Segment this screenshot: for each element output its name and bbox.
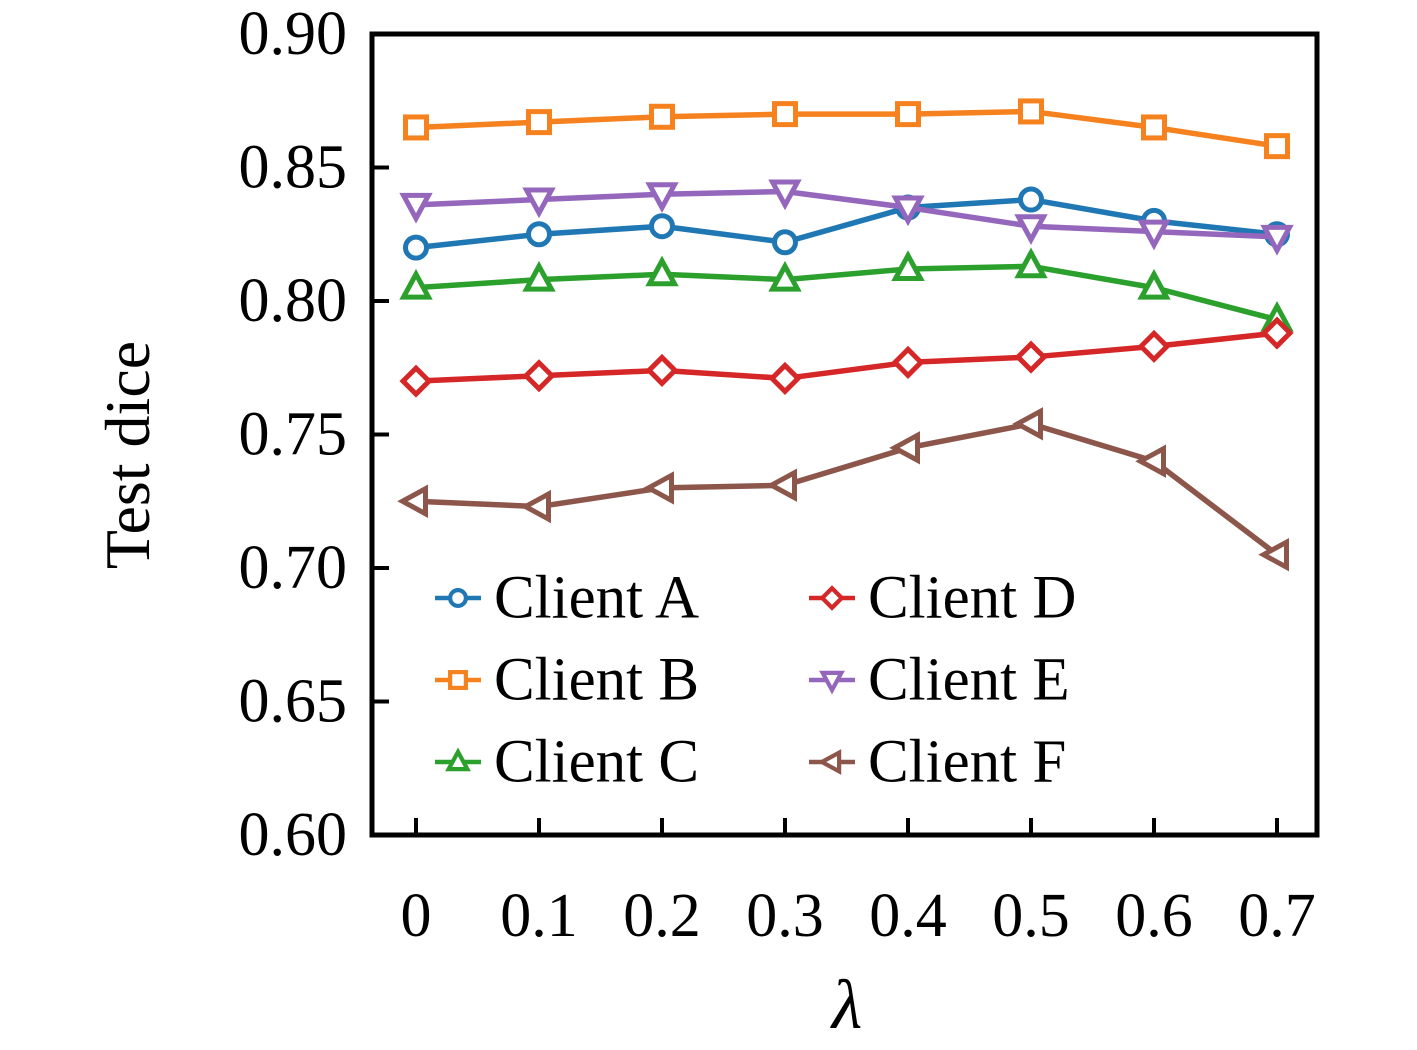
marker-client-e-5	[1014, 214, 1048, 245]
marker-client-a-0	[403, 234, 429, 261]
marker-client-b-6	[1141, 114, 1167, 141]
x-tick-label-0.4: 0.4	[869, 882, 947, 950]
legend-marker-client-f	[817, 749, 842, 775]
marker-client-d-3	[768, 361, 802, 395]
x-tick-label-0.7: 0.7	[1238, 882, 1316, 950]
legend-label-client-a: Client A	[494, 565, 699, 632]
legend-label-client-d: Client D	[868, 565, 1076, 632]
x-tick-label-0.2: 0.2	[623, 882, 701, 950]
marker-client-e-2	[645, 182, 679, 213]
marker-client-e-7	[1260, 224, 1294, 256]
y-tick-label-0.60: 0.60	[239, 801, 348, 869]
marker-client-f-4	[889, 431, 920, 465]
y-tick-label-0.75: 0.75	[239, 401, 348, 469]
marker-client-b-0	[403, 114, 429, 141]
legend-label-client-c: Client C	[494, 729, 699, 796]
marker-client-d-5	[1014, 340, 1048, 374]
series-line-client-b	[415, 108, 1278, 149]
marker-client-e-6	[1137, 219, 1171, 251]
legend-marker-client-c	[445, 747, 471, 772]
marker-client-c-1	[522, 260, 556, 292]
y-axis-title: Test dice	[92, 340, 163, 570]
legend-label-client-f: Client F	[868, 729, 1066, 796]
x-tick-label-0.6: 0.6	[1115, 882, 1193, 950]
marker-client-a-3	[772, 229, 798, 256]
x-tick-label-0.5: 0.5	[992, 882, 1070, 950]
marker-client-b-5	[1018, 98, 1044, 125]
x-tick-label-0.3: 0.3	[746, 882, 824, 950]
marker-client-f-5	[1012, 407, 1043, 441]
marker-client-b-2	[649, 103, 675, 130]
marker-client-e-4	[891, 195, 925, 227]
marker-client-d-4	[891, 345, 925, 379]
series-line-client-f	[415, 421, 1279, 557]
series-line-client-d	[415, 330, 1278, 384]
marker-client-b-7	[1264, 133, 1290, 160]
marker-client-e-0	[399, 192, 433, 224]
y-tick-label-0.85: 0.85	[239, 134, 348, 202]
marker-client-c-6	[1137, 268, 1171, 300]
marker-client-e-3	[768, 179, 802, 211]
legend-marker-client-e	[819, 670, 845, 695]
legend-label-client-b: Client B	[494, 647, 699, 714]
marker-client-c-4	[891, 250, 925, 281]
marker-client-f-1	[520, 489, 551, 524]
marker-client-f-3	[766, 468, 797, 502]
series-line-client-c	[415, 263, 1278, 323]
y-tick-label-0.65: 0.65	[239, 668, 348, 736]
marker-client-c-3	[768, 260, 802, 292]
marker-client-d-1	[522, 359, 556, 393]
y-tick-label-0.70: 0.70	[239, 534, 348, 602]
marker-client-d-0	[399, 364, 433, 398]
legend-marker-client-b	[448, 670, 468, 690]
x-tick-label-0.1: 0.1	[500, 882, 578, 950]
legend-label-client-e: Client E	[868, 647, 1070, 714]
series-line-client-e	[415, 188, 1278, 240]
marker-client-a-1	[526, 221, 552, 248]
marker-client-c-0	[399, 268, 433, 300]
marker-client-f-0	[397, 484, 428, 518]
x-axis-title: λ	[831, 967, 863, 1044]
marker-client-d-2	[645, 353, 679, 387]
marker-client-e-1	[522, 187, 556, 219]
marker-client-d-7	[1260, 316, 1294, 350]
marker-client-f-6	[1135, 444, 1166, 478]
marker-client-d-6	[1137, 329, 1171, 363]
y-tick-label-0.90: 0.90	[239, 0, 348, 68]
marker-client-b-1	[526, 109, 552, 136]
legend-marker-client-d	[819, 585, 845, 611]
y-tick-label-0.80: 0.80	[239, 267, 348, 335]
x-tick-label-0: 0	[401, 882, 432, 950]
marker-client-f-2	[643, 471, 674, 505]
marker-client-c-5	[1014, 247, 1048, 279]
marker-client-a-2	[649, 213, 675, 240]
legend-marker-client-a	[448, 588, 468, 608]
marker-client-b-3	[772, 101, 798, 128]
marker-client-a-5	[1018, 186, 1044, 213]
plot-frame	[369, 31, 1320, 838]
series-line-client-a	[415, 196, 1278, 251]
marker-client-c-2	[645, 255, 679, 287]
marker-client-b-4	[895, 101, 921, 128]
marker-client-f-7	[1258, 537, 1289, 572]
